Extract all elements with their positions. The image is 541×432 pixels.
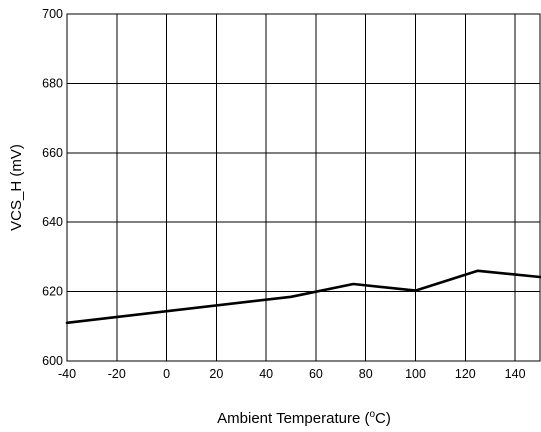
x-tick-label: 0 xyxy=(163,367,170,381)
y-tick-label: 640 xyxy=(42,215,63,229)
x-tick-label: 60 xyxy=(309,367,323,381)
y-tick-label: 660 xyxy=(42,146,63,160)
x-tick-label: -20 xyxy=(108,367,126,381)
x-tick-label: -40 xyxy=(58,367,76,381)
y-axis-ticks: 600 620 640 660 680 700 xyxy=(42,7,63,368)
y-tick-label: 700 xyxy=(42,7,63,21)
x-tick-label: 100 xyxy=(405,367,426,381)
x-tick-label: 40 xyxy=(259,367,273,381)
y-tick-label: 600 xyxy=(42,354,63,368)
x-axis-ticks: -40 -20 0 20 40 60 80 100 120 140 xyxy=(58,367,526,381)
x-tick-label: 80 xyxy=(359,367,373,381)
x-tick-label: 120 xyxy=(455,367,476,381)
x-tick-label: 20 xyxy=(209,367,223,381)
plot-frame xyxy=(66,13,541,362)
grid xyxy=(66,13,540,362)
y-tick-label: 620 xyxy=(42,285,63,299)
x-axis-label: Ambient Temperature (oC) xyxy=(217,409,391,427)
series-line xyxy=(65,269,541,325)
y-tick-label: 680 xyxy=(42,76,63,90)
x-tick-label: 140 xyxy=(505,367,526,381)
y-axis-label: VCS_H (mV) xyxy=(8,144,25,231)
series-layer xyxy=(65,269,541,325)
